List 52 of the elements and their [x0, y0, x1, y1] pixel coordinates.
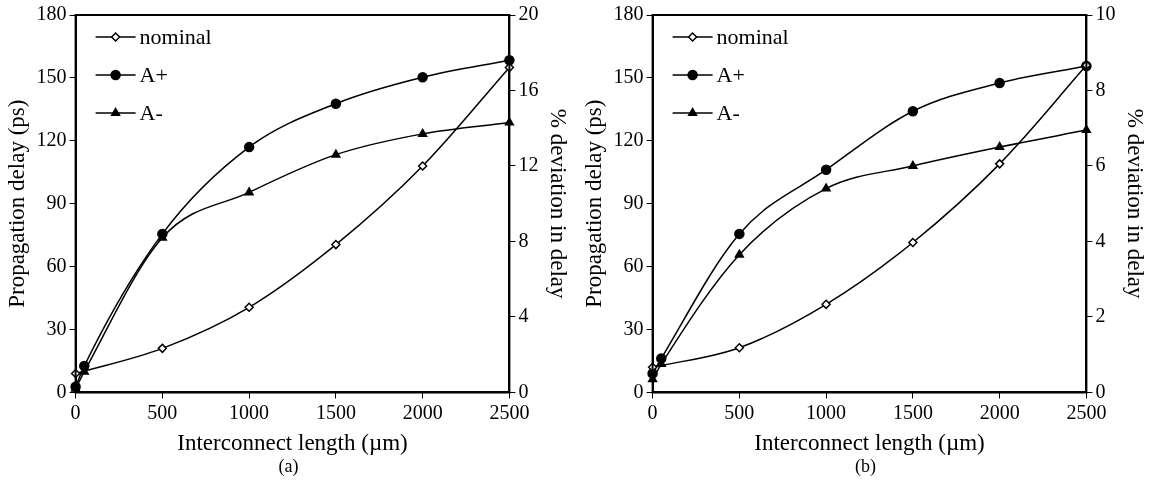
x-tick-label: 1500	[892, 400, 933, 423]
x-axis-title: Interconnect length (µm)	[177, 430, 408, 456]
y2-tick-label: 2	[1095, 304, 1106, 327]
y-tick-label: 150	[613, 65, 644, 88]
y2-axis-title: % deviation in delay	[1123, 108, 1149, 300]
y2-tick-label: 10	[1095, 2, 1116, 25]
legend-label: A-	[716, 99, 740, 125]
x-tick-label: 2000	[979, 400, 1020, 423]
y2-tick-label: 4	[518, 304, 529, 327]
y2-tick-label: 16	[518, 77, 539, 100]
x-axis-title: Interconnect length (µm)	[754, 430, 985, 456]
y-tick-label: 150	[36, 65, 67, 88]
text: (a)	[277, 456, 300, 477]
legend-label: nominal	[716, 23, 789, 49]
legend-label: A+	[139, 61, 168, 87]
x-tick-label: 2000	[402, 400, 443, 423]
legend-label: A+	[716, 61, 745, 87]
y-tick-label: 90	[46, 190, 67, 213]
y-tick-label: 60	[46, 253, 67, 276]
y2-axis-title: % deviation in delay	[546, 108, 572, 300]
x-tick-label: 1000	[806, 400, 847, 423]
y2-tick-label: 6	[1095, 153, 1106, 176]
y-tick-label: 180	[613, 2, 644, 25]
y2-tick-label: 4	[1095, 228, 1106, 251]
x-tick-label: 500	[147, 400, 178, 423]
y-tick-label: 180	[36, 2, 67, 25]
text: (b)	[854, 456, 877, 477]
x-tick-label: 0	[647, 400, 658, 423]
x-tick-label: 1000	[229, 400, 270, 423]
y2-tick-label: 0	[518, 379, 529, 402]
x-tick-label: 500	[724, 400, 755, 423]
x-tick-label: 2500	[1066, 400, 1107, 423]
y-tick-label: 60	[623, 253, 644, 276]
y-tick-label: 30	[46, 316, 67, 339]
y2-tick-label: 8	[1095, 77, 1106, 100]
y-tick-label: 120	[613, 128, 644, 151]
x-tick-label: 0	[70, 400, 81, 423]
y2-tick-label: 8	[518, 228, 529, 251]
y-tick-label: 0	[56, 379, 67, 402]
x-tick-label: 1500	[315, 400, 356, 423]
x-tick-label: 2500	[489, 400, 530, 423]
legend-label: A-	[139, 99, 163, 125]
y2-tick-label: 12	[518, 153, 539, 176]
y-tick-label: 90	[623, 190, 644, 213]
y-axis-title: Propagation delay (ps)	[580, 99, 606, 308]
legend-label: nominal	[139, 23, 212, 49]
y-tick-label: 0	[633, 379, 644, 402]
y2-tick-label: 0	[1095, 379, 1106, 402]
y-axis-title: Propagation delay (ps)	[3, 99, 29, 308]
y-tick-label: 120	[36, 128, 67, 151]
y2-tick-label: 20	[518, 2, 539, 25]
y-tick-label: 30	[623, 316, 644, 339]
